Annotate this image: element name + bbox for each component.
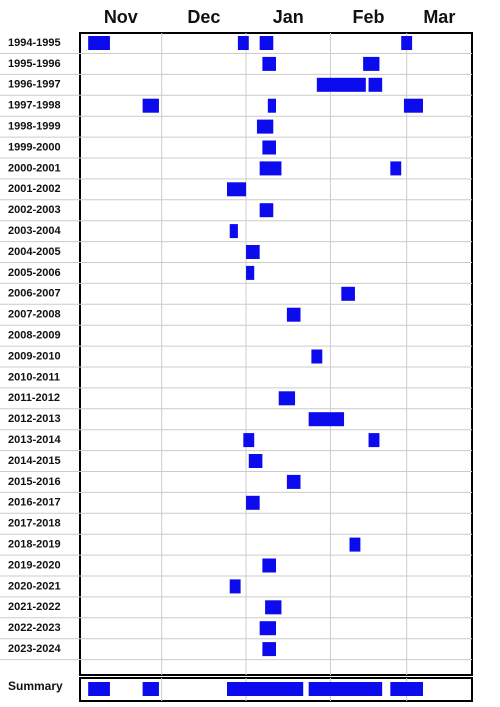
row-label: 1999-2000 (8, 141, 61, 153)
event-bar (88, 682, 110, 696)
row-label: 1996-1997 (8, 79, 61, 91)
row-label: 2001-2002 (8, 183, 61, 195)
event-bar (246, 265, 255, 280)
event-bar (246, 245, 260, 259)
x-tick-label: Mar (423, 7, 455, 27)
row-label: 2000-2001 (8, 162, 61, 174)
event-bar (259, 36, 274, 50)
row-label: 2006-2007 (8, 288, 61, 300)
row-label: 2020-2021 (8, 580, 61, 592)
event-bar (246, 495, 260, 510)
row-label: 2009-2010 (8, 350, 61, 362)
event-bar (259, 203, 274, 218)
event-bar (142, 98, 159, 113)
event-bar (308, 412, 345, 427)
event-bar (368, 77, 383, 92)
event-bar (363, 56, 380, 71)
event-bar (262, 140, 276, 155)
row-label: 2004-2005 (8, 246, 61, 258)
x-tick-label: Jan (273, 7, 304, 27)
x-tick-label: Nov (104, 7, 138, 27)
row-label: 2003-2004 (8, 225, 61, 237)
event-bar (256, 119, 274, 134)
event-bar (401, 36, 413, 50)
row-label: 2017-2018 (8, 518, 61, 530)
event-bar (248, 454, 263, 468)
summary-frame (79, 677, 473, 702)
row-label: 2011-2012 (8, 392, 60, 404)
row-label: 2019-2020 (8, 559, 61, 571)
event-bar (316, 77, 366, 92)
event-bar (229, 224, 238, 239)
event-bar (262, 558, 276, 573)
plot-frame (79, 32, 473, 676)
event-bar (390, 682, 423, 696)
event-bar (262, 56, 276, 71)
event-bar (341, 286, 355, 301)
event-bar (88, 36, 110, 50)
summary-label: Summary (8, 679, 63, 693)
row-label: 2010-2011 (8, 371, 60, 383)
event-bar (243, 433, 255, 448)
row-label: 2015-2016 (8, 476, 61, 488)
event-bar (349, 537, 361, 552)
event-bar (286, 474, 301, 489)
row-label: 2012-2013 (8, 413, 61, 425)
event-bar (259, 161, 282, 176)
x-tick-label: Feb (353, 7, 385, 27)
event-bar (403, 98, 423, 113)
event-bar (259, 621, 276, 636)
event-bar (368, 433, 380, 448)
row-label: 1998-1999 (8, 121, 61, 133)
row-label: 2021-2022 (8, 601, 61, 613)
event-bar (311, 349, 323, 364)
event-bar (237, 36, 249, 50)
row-label: 2016-2017 (8, 497, 61, 509)
event-bar (142, 682, 159, 696)
row-label: 2018-2019 (8, 539, 61, 551)
event-bar (262, 642, 276, 657)
event-bar (229, 579, 241, 594)
event-bar (308, 682, 383, 696)
event-bar (286, 307, 301, 322)
row-label: 2005-2006 (8, 267, 61, 279)
row-label: 1995-1996 (8, 58, 61, 70)
event-bar (267, 98, 276, 113)
event-bar (390, 161, 402, 176)
row-label: 2022-2023 (8, 622, 61, 634)
event-bar (265, 600, 282, 615)
row-label: 2023-2024 (8, 643, 61, 655)
event-bar (227, 182, 247, 197)
row-label: 2013-2014 (8, 434, 61, 446)
row-label: 2002-2003 (8, 204, 61, 216)
row-label: 2014-2015 (8, 455, 61, 467)
row-label: 2008-2009 (8, 330, 61, 342)
row-label: 2007-2008 (8, 309, 61, 321)
x-tick-label: Dec (187, 7, 220, 27)
row-label: 1997-1998 (8, 100, 61, 112)
event-bar (227, 682, 304, 696)
event-bar (278, 391, 296, 406)
row-label: 1994-1995 (8, 37, 61, 49)
